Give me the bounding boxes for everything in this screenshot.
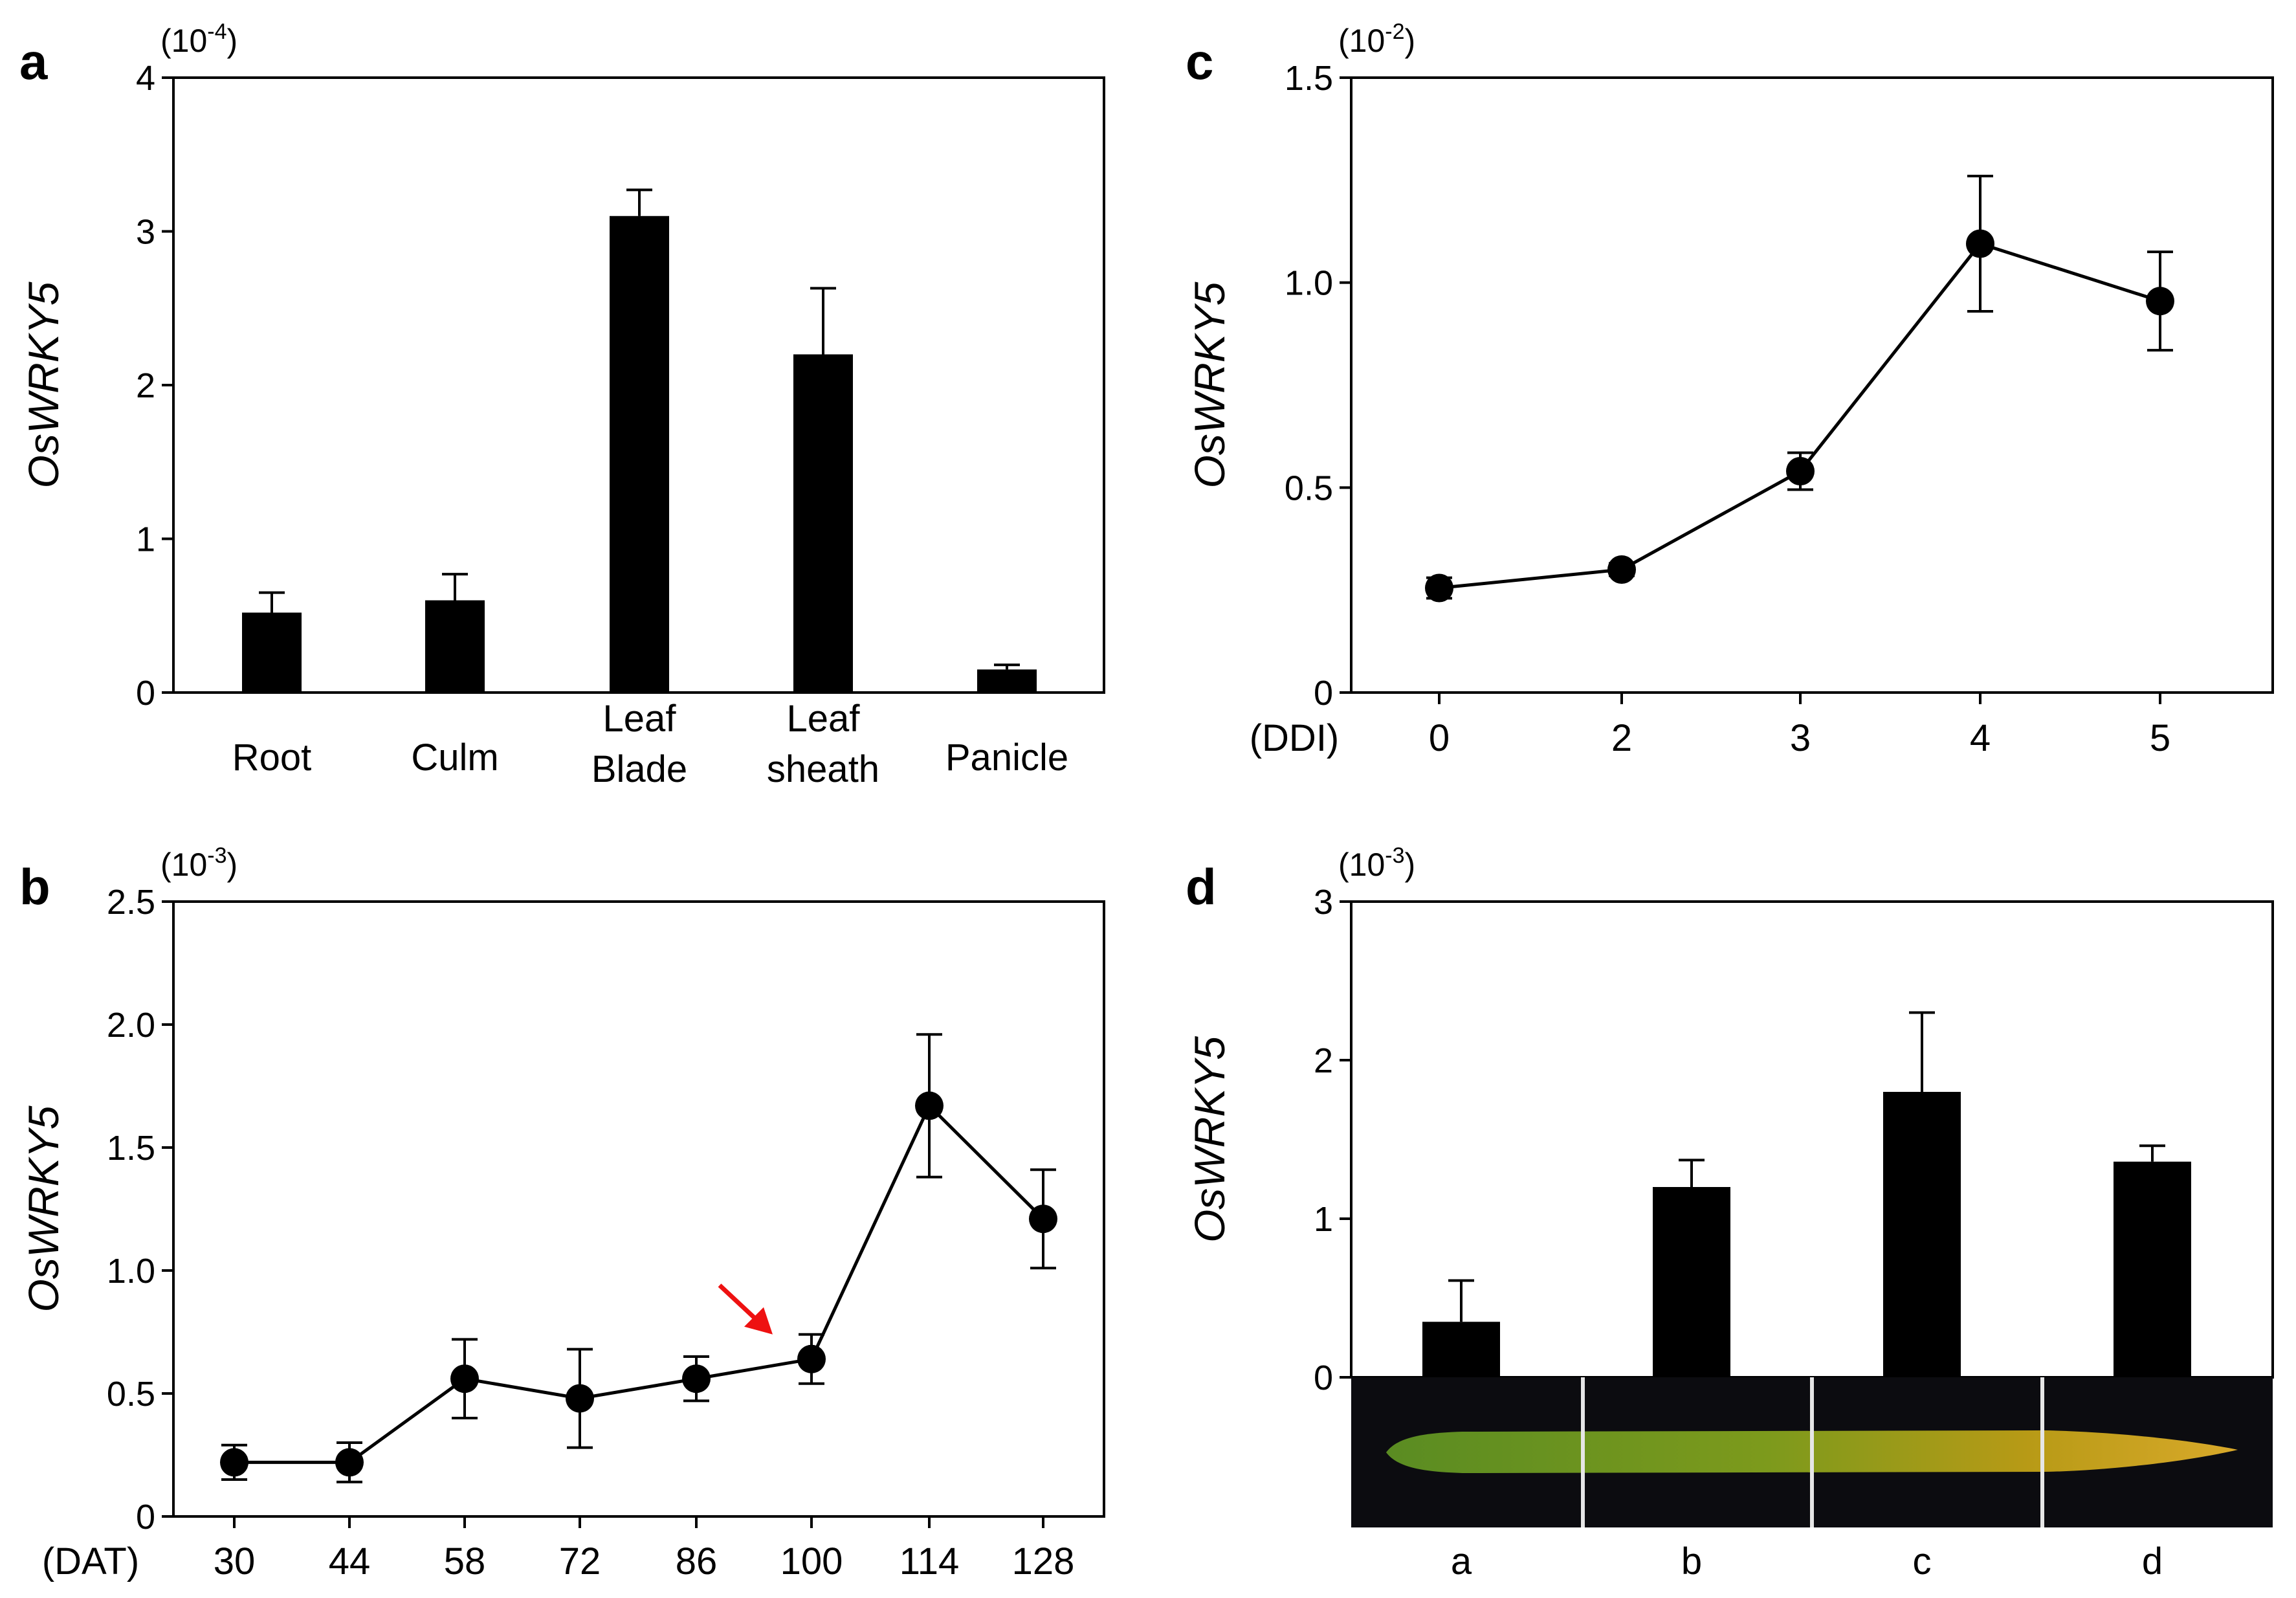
- y-tick-label: 3: [1314, 883, 1333, 922]
- y-tick-label: 2.5: [107, 883, 155, 922]
- data-point: [1966, 229, 1994, 258]
- x-tick-label: 58: [444, 1540, 486, 1582]
- y-tick-label: 0: [1314, 1359, 1333, 1397]
- bar: [793, 354, 853, 693]
- category-label: d: [2142, 1540, 2163, 1582]
- category-label: Culm: [411, 737, 498, 779]
- y-unit-label: (10-2): [1338, 19, 1415, 59]
- chart-panel-c: 0 0.5 1.0 1.5(10-2) OsWRKY5 0 2 3 4 5 (DDI): [1186, 19, 2274, 759]
- y-unit-label: (10-4): [160, 19, 237, 59]
- x-tick-label: 100: [780, 1540, 843, 1582]
- x-tick-label: 86: [676, 1540, 718, 1582]
- category-label: sheath: [767, 748, 879, 790]
- bar: [1422, 1322, 1500, 1377]
- plot-frame: [172, 900, 1105, 1518]
- red-arrow-shaft: [718, 1283, 760, 1324]
- category-label: c: [1913, 1540, 1932, 1582]
- y-tick-label: 2: [1314, 1041, 1333, 1080]
- bar: [1883, 1092, 1961, 1377]
- y-axis-label: OsWRKY5: [19, 282, 67, 488]
- series-line: [234, 1103, 1044, 1464]
- chart-panel-a: 0 1 2 3 4(10-4) OsWRKY5 Root Culm Leaf Blade Leaf s…: [19, 19, 1105, 790]
- bar: [977, 669, 1037, 693]
- plot-frame: [1350, 76, 2274, 694]
- x-tick-label: 30: [214, 1540, 256, 1582]
- data-point: [1786, 457, 1815, 485]
- y-axis-label: OsWRKY5: [19, 1105, 67, 1312]
- chart-panel-d: 0 1 2 3(10-3) OsWRKY5 a b c d: [1186, 843, 2274, 1582]
- y-tick-label: 0.5: [1285, 469, 1333, 507]
- x-axis-label: (DAT): [42, 1540, 139, 1582]
- x-tick-label: 128: [1012, 1540, 1075, 1582]
- y-unit-label: (10-3): [160, 843, 237, 883]
- data-point: [797, 1344, 826, 1373]
- y-axis-label: OsWRKY5: [1186, 282, 1233, 488]
- panel-label-a: a: [19, 33, 48, 90]
- y-tick-label: 0.5: [107, 1375, 155, 1414]
- y-tick-label: 2.0: [107, 1006, 155, 1045]
- category-label: a: [1451, 1540, 1472, 1582]
- y-tick-label: 3: [136, 213, 155, 252]
- y-tick-label: 1: [136, 520, 155, 559]
- x-tick-label: 2: [1611, 717, 1632, 759]
- y-tick-label: 2: [136, 366, 155, 405]
- x-tick-label: 72: [559, 1540, 601, 1582]
- series-line: [1439, 241, 2161, 590]
- data-point: [2146, 287, 2174, 316]
- y-tick-label: 1.0: [107, 1252, 155, 1291]
- data-point: [915, 1091, 944, 1120]
- y-tick-label: 1: [1314, 1200, 1333, 1239]
- category-label: Panicle: [945, 737, 1068, 779]
- category-label: Leaf: [603, 698, 677, 740]
- red-arrow-head: [744, 1307, 773, 1335]
- data-point: [566, 1384, 594, 1413]
- x-tick-label: 3: [1790, 717, 1811, 759]
- y-tick-label: 1.0: [1285, 264, 1333, 303]
- category-label: Leaf: [787, 698, 861, 740]
- data-point: [335, 1448, 364, 1477]
- y-tick-label: 0: [136, 1498, 155, 1537]
- x-tick-label: 0: [1429, 717, 1450, 759]
- y-tick-label: 0: [1314, 674, 1333, 713]
- data-point: [1029, 1204, 1057, 1234]
- leaf-image-strip: [1351, 1377, 2273, 1527]
- x-axis-label: (DDI): [1250, 717, 1340, 759]
- y-tick-label: 1.5: [1285, 59, 1333, 98]
- bar: [242, 612, 302, 693]
- data-point: [1425, 573, 1453, 603]
- y-tick-label: 0: [136, 674, 155, 713]
- bar: [425, 600, 485, 693]
- x-tick-label: 4: [1970, 717, 1991, 759]
- bar: [1653, 1187, 1730, 1377]
- chart-panel-b: 0 0.5 1.0 1.5 2.0 2.5(10-3) OsWRKY5 30 44 58 72 86 1…: [19, 843, 1105, 1582]
- panel-label-c: c: [1186, 33, 1213, 90]
- category-label: b: [1681, 1540, 1702, 1582]
- y-unit-label: (10-3): [1338, 843, 1415, 883]
- data-point: [682, 1364, 711, 1393]
- panel-label-d: d: [1186, 858, 1217, 915]
- y-axis-label: OsWRKY5: [1186, 1036, 1233, 1243]
- x-tick-label: 114: [900, 1540, 959, 1582]
- bar: [610, 216, 669, 693]
- bar: [2114, 1161, 2191, 1377]
- x-tick-label: 44: [329, 1540, 371, 1582]
- data-point: [1607, 555, 1636, 584]
- data-point: [450, 1364, 479, 1393]
- y-tick-label: 1.5: [107, 1129, 155, 1168]
- data-point: [220, 1448, 248, 1477]
- panel-label-b: b: [19, 858, 50, 915]
- category-label: Blade: [591, 748, 687, 790]
- category-label: Root: [232, 737, 312, 779]
- x-tick-label: 5: [2150, 717, 2170, 759]
- y-tick-label: 4: [136, 59, 155, 98]
